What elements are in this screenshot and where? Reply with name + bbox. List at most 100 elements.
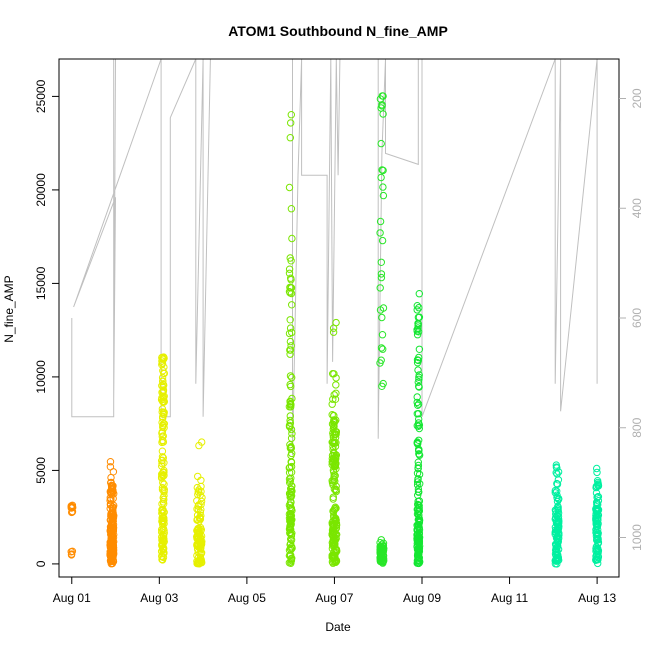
data-point — [197, 506, 205, 514]
data-point — [288, 544, 296, 552]
data-point — [193, 483, 202, 492]
data-point — [415, 290, 423, 298]
data-point — [331, 430, 339, 439]
data-point — [332, 451, 340, 459]
data-point — [68, 501, 77, 509]
data-point — [415, 373, 423, 381]
data-point — [195, 524, 203, 532]
data-point — [329, 328, 338, 336]
data-point — [413, 393, 421, 401]
data-point — [160, 466, 168, 475]
data-point — [159, 397, 168, 405]
data-point — [554, 476, 563, 484]
y-tick-label: 0 — [34, 560, 48, 567]
data-point — [158, 388, 166, 397]
data-point — [553, 543, 562, 551]
data-point — [377, 258, 385, 266]
x-tick-label: Aug 09 — [403, 591, 441, 605]
data-point — [594, 549, 602, 557]
data-point — [552, 517, 561, 525]
data-point — [331, 472, 339, 480]
data-point — [287, 498, 295, 506]
data-point — [594, 506, 603, 514]
data-point — [287, 536, 296, 544]
data-point — [329, 540, 338, 549]
data-point — [552, 463, 561, 471]
data-point — [287, 257, 295, 265]
data-point — [107, 478, 115, 487]
data-point — [413, 438, 421, 446]
data-point — [285, 183, 294, 192]
data-point — [415, 383, 423, 391]
y-tick-label: 15000 — [34, 266, 48, 300]
data-point — [415, 511, 423, 519]
data-point — [159, 545, 167, 554]
data-point — [414, 320, 422, 328]
y-right-tick-label: 400 — [630, 198, 644, 218]
x-tick-label: Aug 07 — [315, 591, 353, 605]
data-point — [160, 408, 168, 417]
data-point — [413, 398, 421, 407]
data-point — [197, 556, 205, 564]
data-point — [195, 528, 203, 537]
y-tick-label: 25000 — [34, 79, 48, 113]
data-point — [414, 461, 423, 470]
data-point — [378, 166, 386, 174]
data-point — [107, 543, 116, 551]
data-point — [285, 525, 294, 533]
data-point — [413, 410, 421, 418]
data-point — [193, 497, 201, 505]
data-point — [287, 205, 296, 213]
data-point — [286, 283, 294, 292]
data-point — [67, 502, 76, 511]
data-point — [594, 529, 602, 537]
x-tick-label: Aug 11 — [491, 591, 528, 605]
chart-title: ATOM1 Southbound N_fine_AMP — [228, 23, 448, 39]
data-point — [106, 458, 115, 466]
data-point — [158, 447, 167, 455]
data-point — [377, 173, 385, 182]
data-point — [329, 559, 337, 567]
data-point — [414, 400, 423, 408]
data-point — [332, 531, 341, 539]
x-axis-label: Date — [325, 620, 351, 634]
data-point — [106, 500, 115, 509]
data-point — [158, 459, 166, 468]
data-point — [594, 482, 603, 490]
data-point — [286, 463, 294, 471]
data-point — [415, 446, 423, 454]
y-tick-label: 10000 — [34, 360, 48, 394]
data-point — [377, 536, 385, 544]
data-point — [287, 434, 296, 442]
data-point — [160, 488, 168, 496]
data-point — [287, 119, 295, 127]
data-point — [378, 92, 386, 100]
data-point — [415, 559, 424, 567]
data-point — [377, 344, 386, 352]
data-point — [379, 345, 387, 353]
data-point — [415, 436, 423, 444]
data-point — [159, 377, 167, 385]
x-tick-label: Aug 13 — [578, 591, 616, 605]
data-point — [553, 493, 561, 502]
data-point — [414, 500, 422, 509]
data-point — [159, 532, 168, 540]
y-axis-left: 0 5000 10000 15000 20000 25000 — [34, 79, 59, 567]
data-point — [415, 488, 423, 496]
data-point — [415, 556, 423, 564]
data-point — [108, 556, 116, 564]
data-point — [286, 350, 294, 358]
x-axis: Aug 01 Aug 03 Aug 05 Aug 07 Aug 09 Aug 11 Aug … — [53, 577, 616, 605]
data-point — [193, 511, 202, 519]
data-point — [286, 501, 295, 509]
data-point — [286, 493, 294, 501]
data-point — [378, 382, 386, 390]
data-point — [378, 102, 386, 110]
data-point — [415, 547, 424, 556]
data-point — [158, 536, 166, 544]
data-point — [287, 458, 295, 466]
data-point — [158, 507, 166, 515]
data-point — [109, 512, 117, 520]
data-point — [593, 464, 601, 473]
data-point — [413, 302, 421, 310]
